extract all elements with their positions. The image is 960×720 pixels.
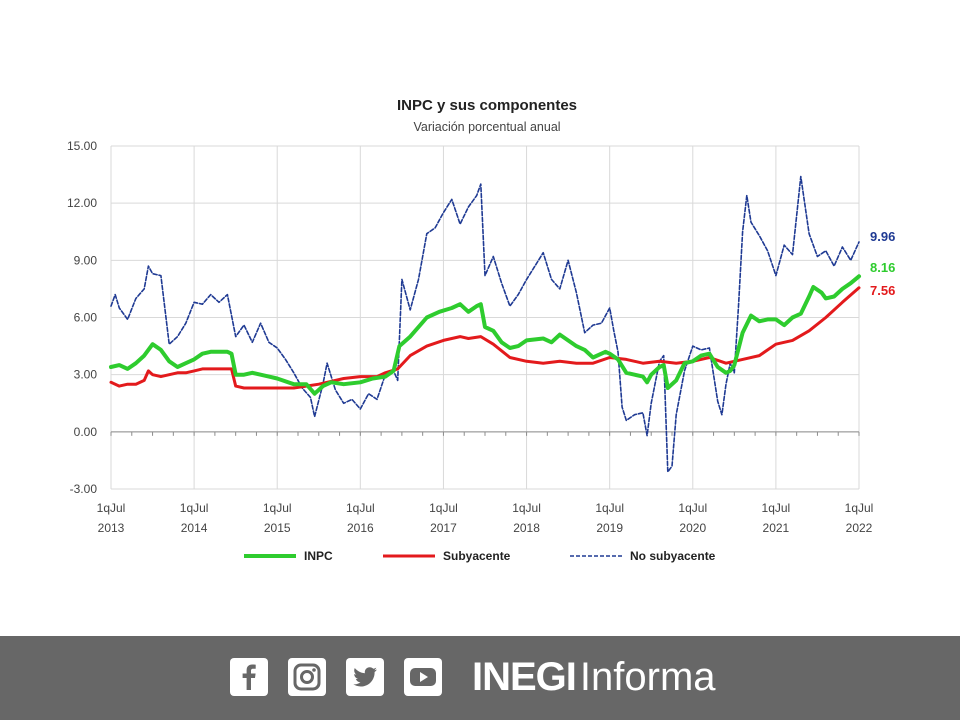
end-label-no-subyacente: 9.96 <box>870 229 895 244</box>
instagram-icon[interactable] <box>288 658 326 696</box>
y-tick-label: 15.00 <box>67 139 97 153</box>
inegi-informa-logo: INEGI Informa <box>472 655 716 699</box>
end-label-subyacente: 7.56 <box>870 283 895 298</box>
y-tick-label: 6.00 <box>74 311 98 325</box>
x-tick-year: 2018 <box>513 521 540 535</box>
x-tick-label: 1qJul <box>595 501 624 515</box>
x-tick-year: 2020 <box>679 521 706 535</box>
x-tick-year: 2017 <box>430 521 457 535</box>
youtube-icon[interactable] <box>404 658 442 696</box>
y-tick-label: 3.00 <box>74 368 98 382</box>
x-axis: 1qJul 2013 1qJul 2014 1qJul 2015 1qJul 2016 1qJu… <box>97 501 874 535</box>
y-tick-label: 9.00 <box>74 253 98 267</box>
legend: INPC Subyacente No subyacente <box>244 549 716 563</box>
series-group <box>109 175 861 473</box>
y-axis: 15.00 12.00 9.00 6.00 3.00 0.00 -3.00 <box>67 139 97 496</box>
x-tick-label: 1qJul <box>429 501 458 515</box>
x-tick-year: 2013 <box>98 521 125 535</box>
x-tick-label: 1qJul <box>512 501 541 515</box>
end-labels: 7.56 8.16 9.96 <box>870 229 895 298</box>
y-tick-label: -3.00 <box>70 482 98 496</box>
legend-label: INPC <box>304 549 333 563</box>
x-tick-label: 1qJul <box>346 501 375 515</box>
grid <box>110 145 860 490</box>
x-tick-label: 1qJul <box>263 501 292 515</box>
x-tick-year: 2021 <box>763 521 790 535</box>
series-line-subyacente <box>109 286 861 390</box>
end-label-inpc: 8.16 <box>870 260 895 275</box>
chart-title: INPC y sus componentes <box>397 97 577 114</box>
line-chart: INPC y sus componentes Variación porcent… <box>67 97 895 563</box>
x-tick-year: 2015 <box>264 521 291 535</box>
facebook-icon[interactable] <box>230 658 268 696</box>
x-tick-label: 1qJul <box>180 501 209 515</box>
x-tick-label: 1qJul <box>845 501 874 515</box>
x-tick-year: 2022 <box>846 521 873 535</box>
y-tick-label: 0.00 <box>74 425 98 439</box>
x-tick-label: 1qJul <box>678 501 707 515</box>
series-line-inpc <box>109 274 861 396</box>
twitter-icon[interactable] <box>346 658 384 696</box>
x-tick-label: 1qJul <box>762 501 791 515</box>
x-tick-year: 2019 <box>596 521 623 535</box>
x-tick-year: 2016 <box>347 521 374 535</box>
y-tick-label: 12.00 <box>67 196 97 210</box>
footer-bar <box>0 636 960 720</box>
legend-label: No subyacente <box>630 549 716 563</box>
x-tick-label: 1qJul <box>97 501 126 515</box>
legend-label: Subyacente <box>443 549 511 563</box>
chart-subtitle: Variación porcentual anual <box>413 120 560 134</box>
x-tick-year: 2014 <box>181 521 208 535</box>
